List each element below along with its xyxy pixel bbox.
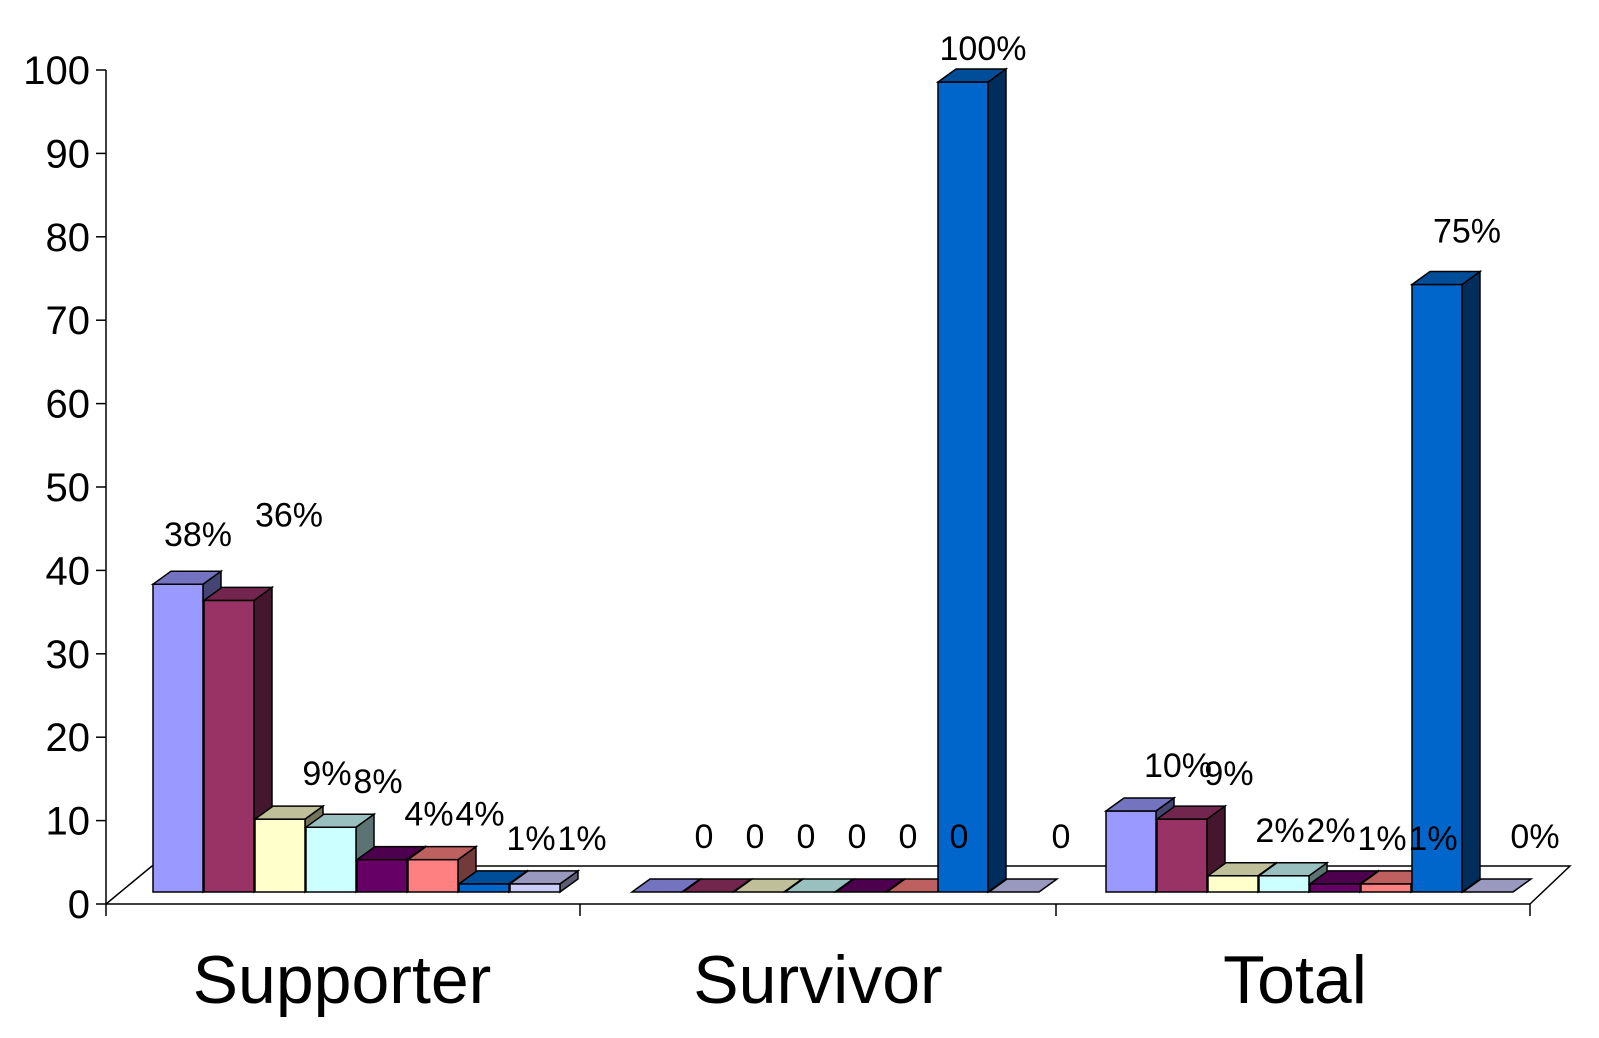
y-tick-label: 70: [46, 299, 91, 343]
bar-front: [203, 599, 255, 893]
bar-top: [1103, 797, 1177, 812]
bar-front: [1105, 810, 1157, 893]
y-tick-label: 100: [23, 49, 90, 93]
bar-front: [1360, 883, 1412, 893]
data-label: 0: [848, 818, 867, 856]
bar-front: [1207, 875, 1259, 893]
data-label: 9%: [302, 755, 351, 793]
bar-top: [252, 805, 326, 820]
bar-front: [305, 826, 357, 893]
category-label: Supporter: [193, 942, 492, 1018]
data-label: 75%: [1433, 213, 1501, 251]
bar-front: [407, 858, 459, 893]
chart-floor: [105, 865, 1572, 905]
bar-top: [1409, 270, 1483, 286]
data-label: 100%: [940, 30, 1027, 68]
y-tick-label: 10: [46, 800, 91, 844]
bar-top: [986, 878, 1060, 893]
chart-bars: [150, 67, 1534, 894]
data-label: 8%: [353, 763, 402, 801]
data-label: 0: [695, 818, 714, 856]
data-label: 0: [797, 818, 816, 856]
data-label: 4%: [404, 796, 453, 834]
bar-top: [935, 68, 1009, 83]
chart-axes: 0 10 20 30 40 50 60 70 80 90 100 Supporter Survivor T…: [23, 49, 1572, 1018]
y-tick-label: 30: [46, 633, 91, 677]
y-tick-label: 50: [46, 466, 91, 510]
category-label: Survivor: [693, 942, 942, 1018]
data-label: 0: [899, 818, 918, 856]
bar-front: [254, 818, 306, 893]
data-label: 1%: [1357, 820, 1406, 858]
bar: [201, 585, 275, 894]
data-label: 4%: [455, 796, 504, 834]
bar-front: [1309, 883, 1361, 893]
data-label: 2%: [1306, 812, 1355, 850]
bar-front: [1258, 875, 1310, 893]
y-tick-label: 80: [46, 216, 91, 260]
data-label: 0: [1052, 818, 1071, 856]
bar: [986, 878, 1060, 893]
bar-top: [1256, 862, 1330, 877]
bar-front: [458, 883, 510, 893]
bar-top: [201, 586, 275, 602]
data-label: 1%: [1408, 820, 1457, 858]
bar-front: [1156, 818, 1208, 893]
data-label: 0: [950, 818, 969, 856]
data-label: 2%: [1255, 812, 1304, 850]
data-label: 1%: [557, 820, 606, 858]
data-label: 38%: [164, 516, 232, 554]
bar-top: [507, 870, 581, 885]
data-label: 1%: [506, 820, 555, 858]
data-label: 0%: [1510, 818, 1559, 856]
data-label: 36%: [255, 496, 323, 534]
bar-top: [405, 845, 479, 861]
bar-front: [152, 583, 204, 893]
bar-top: [150, 570, 224, 585]
y-tick-label: 20: [46, 716, 91, 760]
y-tick-label: 60: [46, 383, 91, 427]
bar-front: [937, 81, 989, 893]
bar-top: [1154, 805, 1228, 820]
data-label: 10%: [1144, 747, 1212, 785]
bar-front: [509, 883, 561, 893]
category-label: Total: [1223, 942, 1367, 1018]
bar: [1460, 878, 1534, 893]
bar-top: [303, 813, 377, 828]
data-label: 0: [746, 818, 765, 856]
bar: [507, 869, 581, 894]
bar: [935, 67, 1009, 894]
bar-front: [356, 858, 408, 893]
bar-top: [1460, 878, 1534, 893]
bar-side: [987, 67, 1007, 894]
bar-front: [1411, 283, 1463, 893]
y-tick-label: 40: [46, 549, 91, 593]
bar: [1409, 270, 1483, 894]
y-tick-label: 0: [68, 883, 90, 927]
bar-side: [1461, 270, 1481, 894]
y-tick-label: 90: [46, 132, 91, 176]
data-label: 9%: [1204, 755, 1253, 793]
